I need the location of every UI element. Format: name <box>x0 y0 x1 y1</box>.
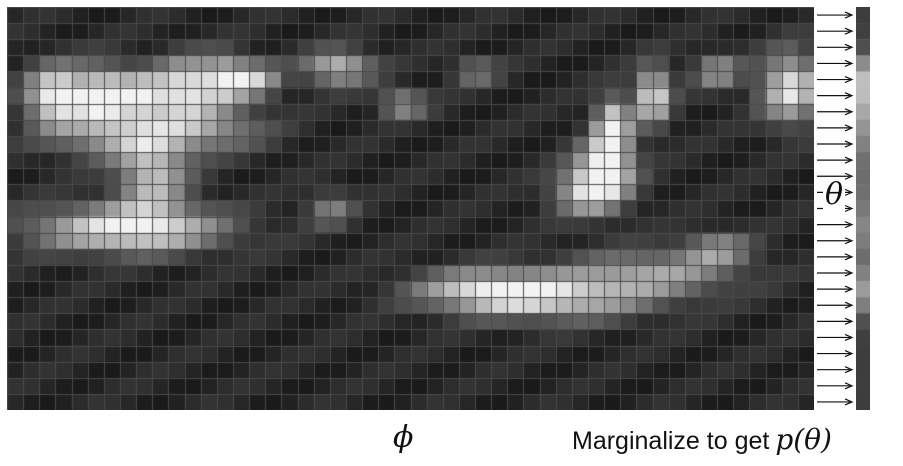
phi-axis-label: ϕ <box>393 420 414 455</box>
arrow <box>817 366 854 374</box>
marginal-distribution-strip <box>856 7 870 410</box>
arrow <box>817 269 854 277</box>
marginalize-caption: Marginalize to get p(θ) <box>572 424 832 457</box>
arrow <box>817 285 854 293</box>
arrow <box>817 59 854 67</box>
arrow <box>817 301 854 309</box>
arrow <box>817 11 854 19</box>
arrow <box>817 75 854 84</box>
caption-math: p(θ) <box>775 423 832 456</box>
arrow <box>817 172 854 180</box>
arrow <box>817 92 854 100</box>
arrow <box>817 317 854 325</box>
theta-axis-label: θ <box>823 177 846 212</box>
arrow <box>817 382 854 390</box>
caption-text: Marginalize to get <box>572 427 770 455</box>
arrow <box>817 221 854 229</box>
arrow <box>817 253 854 261</box>
arrow <box>817 43 854 51</box>
arrow <box>817 350 854 358</box>
arrow <box>817 108 854 116</box>
arrow <box>817 333 854 342</box>
arrow <box>817 124 854 132</box>
arrow <box>817 27 854 35</box>
arrow <box>817 398 854 406</box>
arrow <box>817 140 854 148</box>
intensity-grid-image <box>7 7 814 410</box>
arrow <box>817 237 854 245</box>
arrow <box>817 156 854 164</box>
